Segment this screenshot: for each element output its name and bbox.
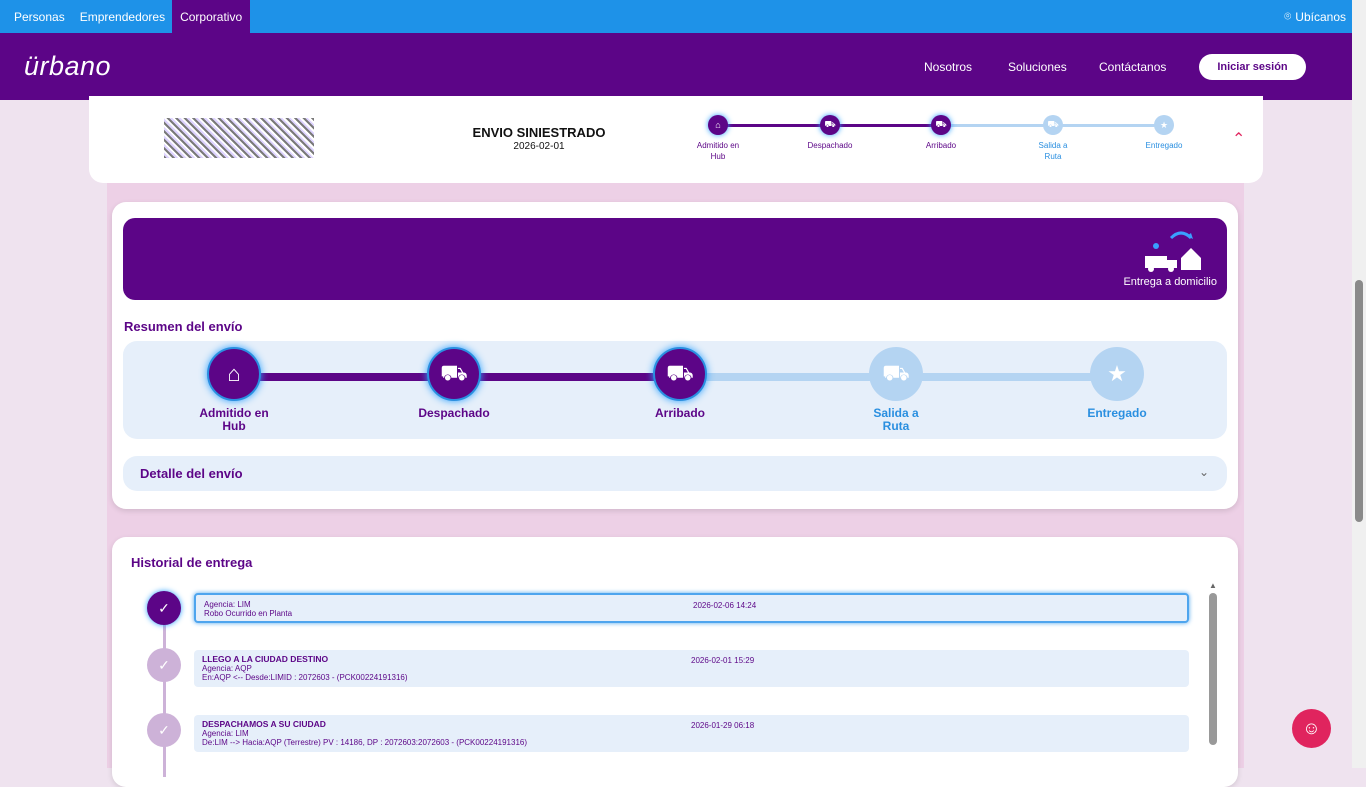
detail-title: Detalle del envío — [140, 466, 243, 481]
star-icon: ★ — [1090, 347, 1144, 401]
progress-step: ⛟ Salida a Ruta — [841, 347, 951, 433]
chevron-down-icon: ⌄ — [1198, 465, 1209, 479]
mini-step-connector — [941, 124, 1053, 127]
mini-step-connector — [830, 124, 941, 127]
step-connector — [680, 373, 896, 381]
mini-step-label: Salida a Ruta — [1038, 141, 1068, 161]
warehouse-icon: ⌂ — [207, 347, 261, 401]
history-item-date: 2026-02-06 14:24 — [693, 601, 757, 610]
truck-icon: ⛟ — [869, 347, 923, 401]
tab-emprendedores[interactable]: Emprendedores — [79, 9, 166, 24]
mini-step: ⌂ Admitido en Hub — [688, 115, 748, 162]
delivery-type-label: Entrega a domicilio — [1123, 276, 1217, 288]
header: ürbano Nosotros Soluciones Contáctanos I… — [0, 33, 1352, 100]
step-label: Salida a Ruta — [873, 406, 919, 433]
history-scroll-thumb[interactable] — [1209, 593, 1217, 745]
mini-step: ⛟ Arribado — [911, 115, 971, 151]
tab-corporativo[interactable]: Corporativo — [172, 0, 251, 33]
step-label: Arribado — [654, 406, 705, 420]
history-scrollbar[interactable]: ▲ — [1209, 581, 1217, 745]
check-icon: ✓ — [147, 591, 181, 625]
location-link[interactable]: ⌾ Ubícanos — [1284, 9, 1346, 24]
mini-step: ⛟ Salida a Ruta — [1023, 115, 1083, 162]
history-item-desc: En:AQP <-- Desde:LIMID : 2072603 - (PCK0… — [202, 673, 408, 682]
history-item-agency: Agencia: LIM — [204, 600, 251, 609]
scroll-up-icon[interactable]: ▲ — [1209, 581, 1217, 590]
history-item-desc: Robo Ocurrido en Planta — [204, 609, 293, 618]
truck-arrived-icon: ⛟ — [653, 347, 707, 401]
history-item-title: DESPACHAMOS A SU CIUDAD — [202, 719, 326, 729]
truck-icon: ⛟ — [1043, 115, 1063, 135]
summary-title: Resumen del envío — [124, 319, 243, 334]
shipment-card: Entrega a domicilio Resumen del envío ⌂ A… — [112, 202, 1238, 509]
progress-step: ⛟ Arribado — [625, 347, 735, 420]
history-title: Historial de entrega — [131, 555, 253, 570]
login-button[interactable]: Iniciar sesión — [1199, 54, 1306, 80]
progress-stepper: ⌂ Admitido en Hub ⛟ Despachado ⛟ Arribado ⛟ Sali… — [123, 341, 1227, 439]
history-item: DESPACHAMOS A SU CIUDAD Agencia: LIM De:LI… — [194, 715, 1189, 752]
step-connector — [896, 373, 1117, 381]
step-label: Despachado — [418, 406, 490, 420]
logo[interactable]: ürbano — [24, 51, 112, 81]
history-item-date: 2026-01-29 06:18 — [691, 721, 755, 730]
nav-contactanos[interactable]: Contáctanos — [1099, 60, 1167, 74]
step-label: Admitido en Hub — [199, 406, 269, 433]
shipment-summary-bar: ENVIO SINIESTRADO 2026-02-01 ⌂ Admitido e… — [89, 96, 1263, 183]
mini-step-label: Admitido en Hub — [696, 141, 740, 161]
history-item: LLEGO A LA CIUDAD DESTINO Agencia: AQP En:… — [194, 650, 1189, 687]
location-pin-icon: ⌾ — [1284, 9, 1292, 23]
mini-step-connector — [718, 124, 830, 127]
mini-step-label: Arribado — [925, 141, 957, 150]
progress-step: ⌂ Admitido en Hub — [179, 347, 289, 433]
progress-step: ⛟ Despachado — [399, 347, 509, 420]
check-icon: ✓ — [147, 713, 181, 747]
step-connector — [454, 373, 680, 381]
progress-step: ★ Entregado — [1062, 347, 1172, 420]
mini-step: ⛟ Despachado — [800, 115, 860, 151]
delivery-banner: Entrega a domicilio — [123, 218, 1227, 300]
history-card: Historial de entrega ✓ Agencia: LIM Robo O… — [112, 537, 1238, 787]
support-agent-icon: ☺ — [1302, 718, 1321, 738]
mini-step-connector — [1053, 124, 1164, 127]
step-connector — [234, 373, 454, 381]
history-item-title: LLEGO A LA CIUDAD DESTINO — [202, 654, 329, 664]
history-item-agency: Agencia: AQP — [202, 664, 252, 673]
nav-nosotros[interactable]: Nosotros — [924, 60, 973, 74]
mini-step: ★ Entregado — [1134, 115, 1194, 151]
star-icon: ★ — [1154, 115, 1174, 135]
step-label: Entregado — [1087, 406, 1147, 420]
truck-arrived-icon: ⛟ — [931, 115, 951, 135]
truck-dispatch-icon: ⛟ — [820, 115, 840, 135]
chevron-up-icon[interactable]: ⌃ — [1232, 131, 1246, 148]
history-item-date: 2026-02-01 15:29 — [691, 656, 755, 665]
mini-step-label: Entregado — [1145, 141, 1183, 150]
warehouse-icon: ⌂ — [708, 115, 728, 135]
tab-personas[interactable]: Personas — [14, 9, 65, 24]
redacted-code — [164, 118, 314, 158]
page-scroll-thumb[interactable] — [1355, 280, 1363, 522]
chat-support-button[interactable]: ☺ — [1292, 709, 1331, 748]
history-item-desc: De:LIM --> Hacia:AQP (Terrestre) PV : 14… — [202, 738, 527, 747]
mini-step-label: Despachado — [807, 141, 853, 150]
check-icon: ✓ — [147, 648, 181, 682]
shipment-status: ENVIO SINIESTRADO — [472, 125, 606, 140]
history-item-agency: Agencia: LIM — [202, 729, 249, 738]
shipment-date: 2026-02-01 — [513, 141, 565, 152]
page-scrollbar[interactable] — [1352, 0, 1366, 768]
truck-dispatch-icon: ⛟ — [427, 347, 481, 401]
nav-soluciones[interactable]: Soluciones — [1008, 60, 1067, 74]
history-item: Agencia: LIM Robo Ocurrido en Planta 2026-… — [194, 593, 1189, 623]
top-bar: Personas Emprendedores Corporativo ⌾ Ubíc… — [0, 0, 1352, 33]
timeline-line — [163, 607, 166, 777]
home-delivery-icon — [1145, 231, 1201, 272]
detail-accordion[interactable]: Detalle del envío ⌄ — [123, 456, 1227, 491]
